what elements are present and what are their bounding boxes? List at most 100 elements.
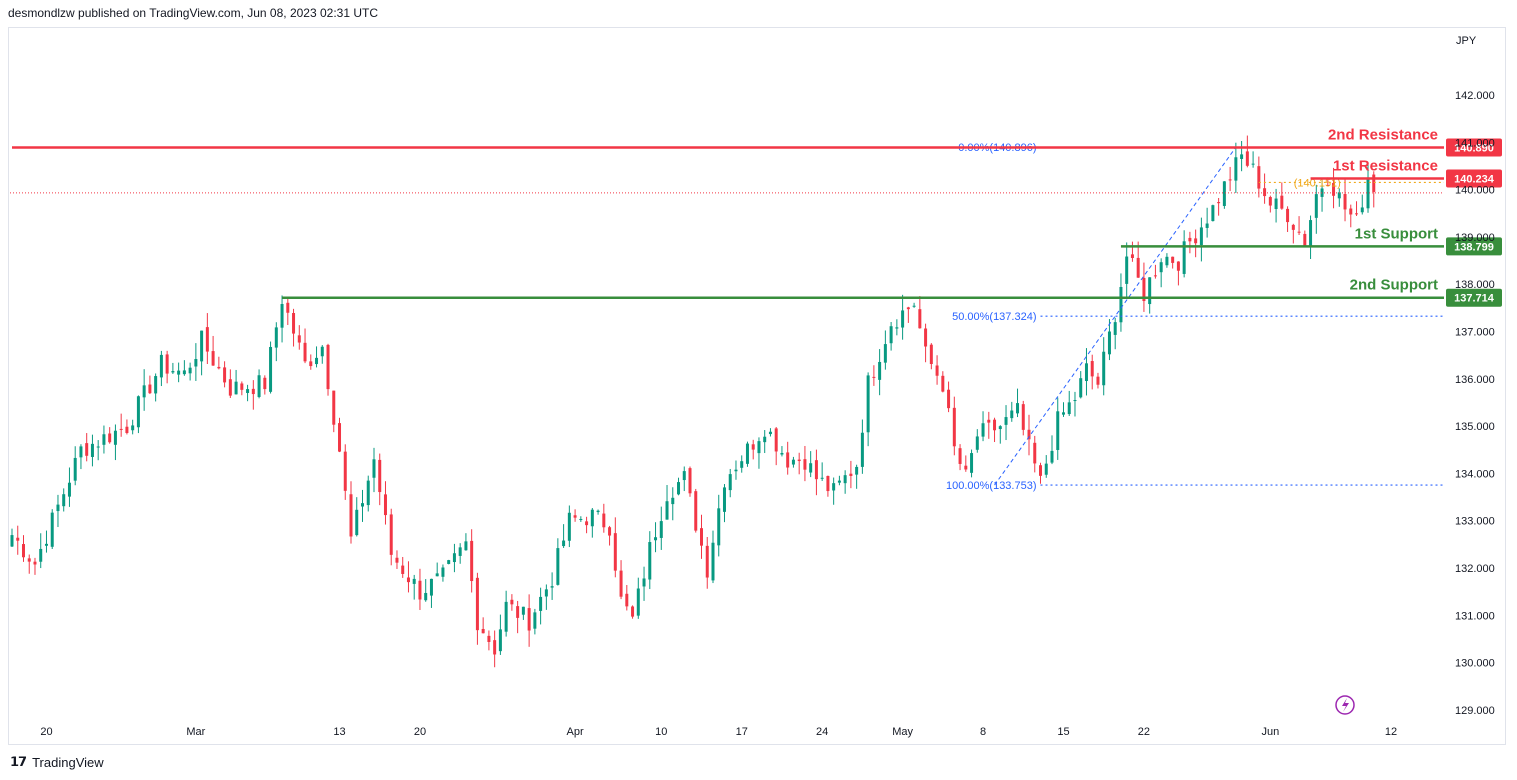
candle (16, 525, 20, 555)
candle (487, 630, 491, 651)
candle (562, 524, 566, 548)
candle (585, 516, 589, 534)
candle (757, 437, 761, 469)
price-tick-label: 130.000 (1455, 658, 1495, 670)
candle (952, 396, 956, 456)
candle (1263, 173, 1267, 204)
candle (1142, 262, 1146, 312)
tradingview-logo-icon[interactable]: 𝟭𝟳 (10, 754, 27, 769)
price-tick-label: 138.000 (1455, 279, 1495, 291)
candle (1309, 215, 1313, 260)
candle (1188, 231, 1192, 254)
fib-trend-line[interactable] (994, 146, 1237, 486)
candle (740, 455, 744, 473)
price-tick-label: 131.000 (1455, 610, 1495, 622)
candle (435, 562, 439, 577)
candle (860, 419, 864, 474)
candle (694, 488, 698, 533)
candle (843, 470, 847, 494)
candle (947, 381, 951, 413)
candle (608, 525, 612, 546)
time-tick-label: Apr (567, 726, 584, 738)
price-tick-label: 129.000 (1455, 705, 1495, 717)
candle (1159, 258, 1163, 288)
price-tick-label: 132.000 (1455, 563, 1495, 575)
candle (205, 313, 209, 365)
candle (1297, 216, 1301, 235)
candle (125, 419, 129, 435)
candle (654, 522, 658, 553)
candle (1251, 151, 1255, 168)
candle (389, 508, 393, 566)
candle (1027, 414, 1031, 456)
candle (406, 561, 410, 593)
candle (705, 536, 709, 589)
price-badge: 138.799 (1446, 237, 1502, 256)
candle (418, 568, 422, 610)
candle (510, 594, 514, 611)
candle (458, 543, 462, 564)
candle (579, 516, 583, 522)
candle (401, 556, 405, 578)
candle (73, 446, 77, 486)
time-tick-label: Jun (1261, 726, 1279, 738)
candle (642, 566, 646, 601)
candle (447, 559, 451, 565)
svg-text:140.234: 140.234 (1454, 174, 1495, 186)
candle (970, 449, 974, 478)
candle (303, 328, 307, 364)
candle (941, 371, 945, 393)
price-badge: 137.714 (1446, 288, 1502, 307)
candle (820, 462, 824, 481)
lightning-icon[interactable] (1335, 695, 1355, 715)
candle (27, 554, 31, 574)
candle (1274, 188, 1278, 223)
candle (217, 356, 221, 370)
candle (50, 509, 54, 550)
svg-text:140.890: 140.890 (1454, 143, 1494, 155)
candle (659, 506, 663, 550)
time-tick-label: 15 (1057, 726, 1069, 738)
candle (1073, 391, 1077, 417)
price-tick-label: 140.000 (1455, 185, 1495, 197)
candle (470, 529, 474, 593)
price-tick-label: 135.000 (1455, 421, 1495, 433)
price-tick-label: 133.000 (1455, 516, 1495, 528)
candle (286, 296, 290, 326)
candle (452, 543, 456, 573)
candle (1199, 217, 1203, 262)
candle (1130, 241, 1134, 262)
candle (10, 528, 14, 548)
candle (211, 335, 215, 366)
candle (39, 533, 43, 569)
candle (274, 322, 278, 362)
candle (1044, 455, 1048, 478)
candle (320, 345, 324, 364)
candle (1021, 400, 1025, 436)
candle (1165, 253, 1169, 268)
candle (1217, 197, 1221, 216)
candle (292, 308, 296, 347)
candle (912, 302, 916, 308)
candle (1291, 223, 1295, 244)
candle (475, 572, 479, 645)
time-tick-label: 22 (1138, 726, 1150, 738)
candle (154, 373, 158, 402)
footer-brand: TradingView (32, 754, 104, 770)
candle (751, 439, 755, 460)
candle (682, 466, 686, 492)
candle (1113, 317, 1117, 350)
candle (1268, 195, 1272, 213)
candle (516, 600, 520, 634)
candle (395, 550, 399, 569)
candle (372, 447, 376, 493)
candle (85, 433, 89, 462)
price-tick-label: 137.000 (1455, 327, 1495, 339)
candle (1222, 181, 1226, 209)
candle (113, 424, 117, 461)
candle (251, 380, 255, 410)
candle (1366, 164, 1370, 213)
candle (56, 494, 60, 528)
candle (837, 475, 841, 486)
